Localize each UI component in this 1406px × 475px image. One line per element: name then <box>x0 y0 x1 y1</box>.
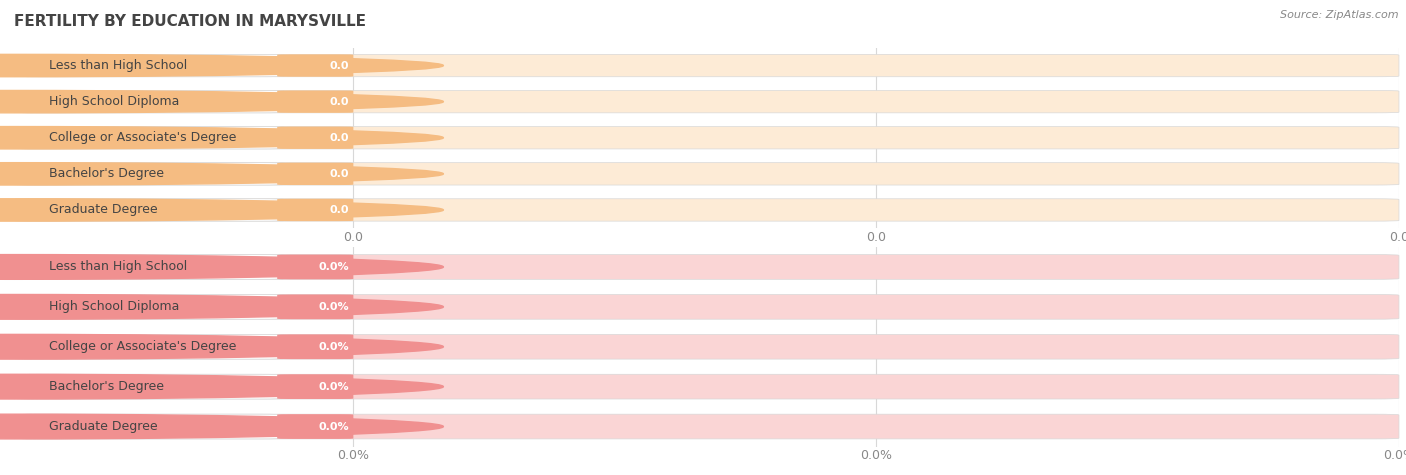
FancyBboxPatch shape <box>14 162 1399 185</box>
FancyBboxPatch shape <box>277 255 353 279</box>
Circle shape <box>0 126 443 149</box>
Text: Bachelor's Degree: Bachelor's Degree <box>49 380 163 393</box>
FancyBboxPatch shape <box>14 374 284 399</box>
FancyBboxPatch shape <box>277 414 353 439</box>
Text: 0.0: 0.0 <box>330 133 349 143</box>
Text: 0.0%: 0.0% <box>319 421 349 432</box>
FancyBboxPatch shape <box>14 255 284 279</box>
FancyBboxPatch shape <box>14 54 1399 77</box>
FancyBboxPatch shape <box>14 334 1399 359</box>
FancyBboxPatch shape <box>277 334 353 359</box>
Text: 0.0%: 0.0% <box>319 381 349 392</box>
Text: Less than High School: Less than High School <box>49 260 187 274</box>
FancyBboxPatch shape <box>277 199 353 221</box>
Text: Source: ZipAtlas.com: Source: ZipAtlas.com <box>1281 10 1399 19</box>
FancyBboxPatch shape <box>277 374 353 399</box>
Text: Bachelor's Degree: Bachelor's Degree <box>49 167 163 180</box>
Text: 0.0%: 0.0% <box>319 342 349 352</box>
FancyBboxPatch shape <box>14 374 1399 399</box>
FancyBboxPatch shape <box>277 90 353 113</box>
Circle shape <box>0 90 443 113</box>
Circle shape <box>0 334 443 359</box>
Text: Graduate Degree: Graduate Degree <box>49 420 157 433</box>
Circle shape <box>0 54 443 77</box>
FancyBboxPatch shape <box>14 294 1399 319</box>
Text: Graduate Degree: Graduate Degree <box>49 203 157 217</box>
Circle shape <box>0 414 443 439</box>
FancyBboxPatch shape <box>14 414 284 439</box>
FancyBboxPatch shape <box>14 90 1399 113</box>
FancyBboxPatch shape <box>14 255 1399 279</box>
Circle shape <box>0 255 443 279</box>
Text: College or Associate's Degree: College or Associate's Degree <box>49 131 236 144</box>
FancyBboxPatch shape <box>277 162 353 185</box>
Text: 0.0: 0.0 <box>330 96 349 107</box>
FancyBboxPatch shape <box>277 294 353 319</box>
Text: 0.0%: 0.0% <box>319 262 349 272</box>
Text: 0.0: 0.0 <box>330 205 349 215</box>
Text: High School Diploma: High School Diploma <box>49 300 179 314</box>
FancyBboxPatch shape <box>14 162 284 185</box>
Text: Less than High School: Less than High School <box>49 59 187 72</box>
FancyBboxPatch shape <box>14 199 1399 221</box>
FancyBboxPatch shape <box>14 54 284 77</box>
FancyBboxPatch shape <box>277 126 353 149</box>
Text: FERTILITY BY EDUCATION IN MARYSVILLE: FERTILITY BY EDUCATION IN MARYSVILLE <box>14 14 366 29</box>
Text: College or Associate's Degree: College or Associate's Degree <box>49 340 236 353</box>
FancyBboxPatch shape <box>14 199 284 221</box>
FancyBboxPatch shape <box>277 54 353 77</box>
Circle shape <box>0 199 443 221</box>
Circle shape <box>0 294 443 319</box>
FancyBboxPatch shape <box>14 126 284 149</box>
Text: 0.0%: 0.0% <box>319 302 349 312</box>
Text: 0.0: 0.0 <box>330 60 349 71</box>
Text: High School Diploma: High School Diploma <box>49 95 179 108</box>
Text: 0.0: 0.0 <box>330 169 349 179</box>
FancyBboxPatch shape <box>14 414 1399 439</box>
FancyBboxPatch shape <box>14 126 1399 149</box>
FancyBboxPatch shape <box>14 334 284 359</box>
FancyBboxPatch shape <box>14 294 284 319</box>
Circle shape <box>0 374 443 399</box>
Circle shape <box>0 162 443 185</box>
FancyBboxPatch shape <box>14 90 284 113</box>
